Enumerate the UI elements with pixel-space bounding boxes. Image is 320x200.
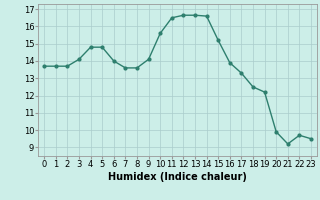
X-axis label: Humidex (Indice chaleur): Humidex (Indice chaleur) <box>108 172 247 182</box>
